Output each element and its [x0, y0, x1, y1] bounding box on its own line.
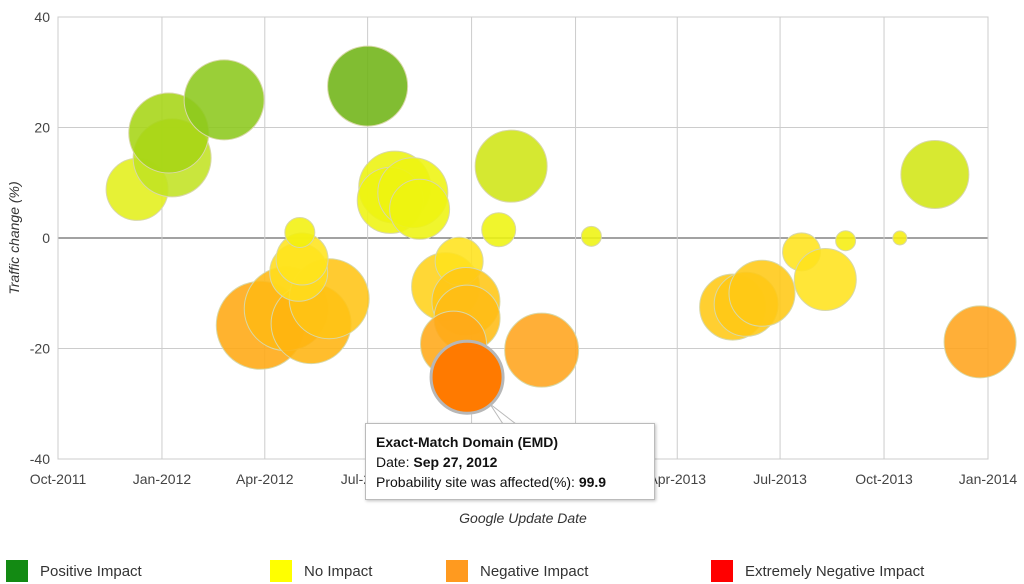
x-tick-label: Jan-2012	[133, 471, 192, 487]
x-tick-label: Oct-2013	[855, 471, 913, 487]
legend-label: Extremely Negative Impact	[745, 562, 925, 580]
bubble[interactable]	[793, 247, 857, 311]
legend-item-negative[interactable]: Negative Impact	[446, 560, 588, 582]
data-points	[105, 45, 1017, 415]
bubble[interactable]	[284, 216, 316, 248]
legend-label: No Impact	[304, 562, 373, 580]
legend-label: Positive Impact	[40, 562, 142, 580]
bubble[interactable]	[504, 312, 580, 388]
x-tick-label: Apr-2013	[648, 471, 706, 487]
chart-plot: 40 20 0 -20 -40 Oct-2011 Jan-2012 Apr-2012 Jul-…	[6, 9, 1018, 526]
x-tick-label: Apr-2012	[236, 471, 294, 487]
legend-swatch	[270, 560, 292, 582]
bubble[interactable]	[474, 129, 548, 203]
x-axis-title: Google Update Date	[459, 510, 587, 526]
bubble[interactable]	[183, 59, 265, 141]
tooltip-date-value: Sep 27, 2012	[413, 454, 498, 470]
legend-swatch	[6, 560, 28, 582]
y-axis-title: Traffic change (%)	[6, 181, 22, 294]
y-tick-label: 40	[34, 9, 50, 25]
y-tick-label: 20	[34, 120, 50, 136]
legend-item-extremely-negative[interactable]: Extremely Negative Impact	[711, 560, 924, 582]
bubble[interactable]	[943, 305, 1017, 379]
bubble[interactable]	[389, 178, 451, 240]
legend-item-no-impact[interactable]: No Impact	[270, 560, 372, 582]
bubble[interactable]	[327, 45, 409, 127]
bubble[interactable]	[892, 230, 908, 246]
y-tick-label: -40	[30, 451, 50, 467]
tooltip-pointer	[489, 403, 518, 425]
legend-swatch	[711, 560, 733, 582]
y-tick-labels: 40 20 0 -20 -40	[30, 9, 50, 467]
bubble[interactable]	[900, 139, 970, 209]
bubble-emd-highlighted[interactable]	[429, 339, 505, 415]
tooltip: Exact-Match Domain (EMD) Date: Sep 27, 2…	[365, 423, 655, 500]
tooltip-prob-label: Probability site was affected(%):	[376, 474, 579, 490]
tooltip-title: Exact-Match Domain (EMD)	[376, 434, 559, 450]
y-tick-label: -20	[30, 341, 50, 357]
legend-swatch	[446, 560, 468, 582]
bubble[interactable]	[835, 230, 857, 252]
tooltip-date-label: Date:	[376, 454, 414, 470]
legend-item-positive[interactable]: Positive Impact	[6, 560, 142, 582]
bubble[interactable]	[580, 225, 602, 247]
tooltip-prob-value: 99.9	[578, 474, 607, 490]
bubble[interactable]	[481, 212, 517, 248]
bubble[interactable]	[728, 259, 796, 327]
y-tick-label: 0	[42, 230, 50, 246]
x-tick-label: Oct-2011	[30, 471, 87, 487]
tooltip-date-row: Date: Sep 27, 2012	[376, 452, 644, 472]
x-tick-label: Jan-2014	[959, 471, 1018, 487]
legend: Positive Impact No Impact Negative Impac…	[0, 556, 1024, 584]
tooltip-prob-row: Probability site was affected(%): 99.9	[376, 472, 644, 492]
x-tick-label: Jul-2013	[753, 471, 807, 487]
legend-label: Negative Impact	[480, 562, 589, 580]
